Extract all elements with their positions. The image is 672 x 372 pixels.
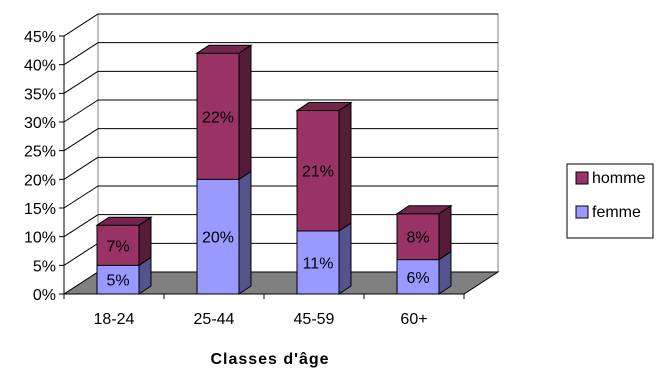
side-wall	[63, 13, 99, 295]
y-tick-label: 5%	[33, 258, 56, 275]
bar-homme-side	[238, 44, 252, 181]
x-tick-label: 60+	[400, 311, 427, 328]
data-label-homme: 7%	[106, 238, 129, 255]
bar-homme-front	[196, 52, 240, 180]
gridline-side	[63, 128, 99, 152]
data-label-femme: 20%	[202, 230, 234, 247]
data-label-homme: 21%	[302, 164, 334, 181]
gridline-side	[63, 99, 99, 123]
bar-homme-side	[438, 204, 452, 261]
bar-femme-front	[196, 178, 240, 295]
gridline-side	[63, 214, 99, 238]
y-tick-label: 10%	[24, 230, 56, 247]
gridline-side	[63, 70, 99, 94]
x-axis-title: Classes d'âge	[210, 351, 329, 368]
legend-swatch-homme	[575, 171, 589, 185]
y-tick-label: 40%	[24, 58, 56, 75]
legend-swatch-femme	[575, 205, 589, 219]
bar-femme-side	[238, 170, 252, 295]
data-label-homme: 22%	[202, 109, 234, 126]
bar-femme-front	[296, 230, 340, 295]
legend-label-femme: femme	[592, 204, 641, 221]
y-tick-label: 15%	[24, 201, 56, 218]
gridline-side	[63, 242, 99, 266]
gridline-side	[63, 185, 99, 209]
data-label-femme: 5%	[106, 273, 129, 290]
data-label-homme: 8%	[406, 230, 429, 247]
y-tick-label: 20%	[24, 172, 56, 189]
y-axis-ticks: 0% 5% 10% 15% 20% 25% 30% 35% 40% 45%	[24, 29, 65, 304]
bar-homme-top	[395, 205, 453, 215]
data-label-femme: 6%	[406, 270, 429, 287]
y-tick-label: 45%	[24, 29, 56, 46]
bar-homme-top	[295, 102, 353, 112]
bar-femme-side	[338, 221, 352, 295]
bar-homme-side	[338, 101, 352, 232]
bar-homme-top	[195, 44, 253, 54]
x-axis-ticks: 18-24 25-44 45-59 60+	[63, 293, 465, 328]
x-tick-label: 18-24	[94, 311, 135, 328]
data-label-femme: 11%	[303, 255, 334, 272]
gridline-side	[63, 156, 99, 180]
y-tick-label: 0%	[33, 287, 56, 304]
y-tick-label: 35%	[24, 86, 56, 103]
legend-label-homme: homme	[592, 170, 645, 187]
legend: homme femme	[566, 163, 654, 239]
y-tick-label: 30%	[24, 115, 56, 132]
y-tick-label: 25%	[24, 144, 56, 161]
bars: 5% 7% 20% 22% 11% 21% 6% 8%	[95, 44, 453, 295]
gridline-side	[63, 13, 99, 37]
gridline-side	[63, 42, 99, 66]
bar-homme-front	[296, 110, 340, 232]
bar-homme-top	[95, 216, 153, 226]
x-tick-label: 45-59	[294, 311, 335, 328]
x-tick-label: 25-44	[194, 311, 235, 328]
